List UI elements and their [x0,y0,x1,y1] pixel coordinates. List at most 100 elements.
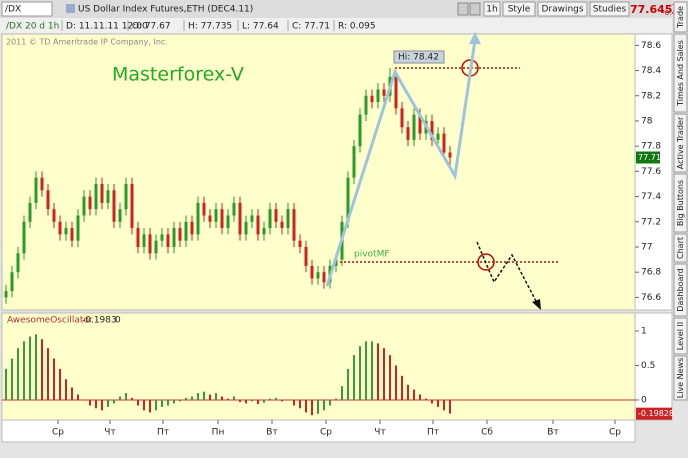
x-tick-label: Вт [266,428,277,438]
last-price-label: 77.71 [638,153,661,162]
osc-bar [17,348,19,400]
candle-body [280,221,284,229]
osc-bar [269,398,271,400]
osc-bar [125,393,127,400]
candle-body [232,202,236,216]
x-tick-label: Ср [52,428,64,438]
icon-button[interactable] [457,2,469,16]
osc-bar [413,389,415,400]
candle-body [382,89,386,96]
candle-body [106,190,110,203]
pivot-label: pivotMF [354,250,390,260]
osc-bar [371,341,373,400]
candle-body [184,221,188,241]
candle-body [100,183,104,203]
watermark: Masterforex-V [112,64,244,86]
osc-bar [41,339,43,400]
candle-body [142,234,146,247]
toolbar-button-label[interactable]: Drawings [541,5,583,15]
osc-name: AwesomeOscillator [7,316,93,326]
candle-body [112,190,116,222]
symbol-box[interactable] [1,1,53,17]
toolbar-button-label[interactable]: Style [508,5,531,15]
side-tab[interactable] [673,317,688,355]
icon[interactable] [66,4,75,13]
osc-bar [251,399,253,402]
candle-body [286,209,290,229]
side-tab[interactable] [673,113,688,173]
osc-bar [383,348,385,400]
side-tab-label[interactable]: Trade [676,6,685,29]
projection-lines [476,241,539,306]
toolbar-button-label[interactable]: Studies [593,5,627,15]
side-tab-label[interactable]: Live News [676,358,685,399]
candle-body [298,240,302,247]
y-tick-label: 76.6 [641,293,661,303]
candle-body [88,196,92,210]
osc-bar [419,394,421,400]
osc-bar [29,336,31,400]
instrument-title: US Dollar Index Futures,ETH (DEC4.11) [78,5,253,15]
icon-button[interactable] [469,2,481,16]
side-tab-label[interactable]: Chart [676,237,685,259]
side-tab-label[interactable]: Times And Sales [676,40,685,107]
candle-body [118,209,122,222]
toolbar-button-label[interactable]: 1h [486,5,497,15]
side-tab[interactable] [673,173,688,233]
side-tab[interactable] [673,355,688,401]
candle-body [430,120,434,140]
side-tab-label[interactable]: Dashboard [676,268,685,311]
osc-bar [5,368,7,400]
info-field: C: 77.71 [292,22,330,32]
price-pane [1,33,636,311]
osc-bar [149,399,151,413]
copyright: 2011 © TD Ameritrade IP Company, Inc. [6,38,168,47]
osc-bar [53,358,55,400]
osc-bar [449,399,451,414]
toolbar-button[interactable] [589,1,630,17]
hi-box [393,50,445,64]
osc-bar [305,399,307,413]
toolbar-button[interactable] [483,1,501,17]
osc-bar [167,399,169,406]
arrow-head [469,32,481,44]
y-tick-label: 1 [641,326,647,336]
osc-bar [395,365,397,400]
toolbar-button[interactable] [502,1,536,17]
osc-bar [95,399,97,409]
osc-bar [227,398,229,400]
osc-bar [131,397,133,400]
candle-body [376,89,380,103]
x-tick-label: Сб [481,428,493,438]
info-field: R: 0.095 [338,22,376,32]
osc-bar [359,346,361,400]
osc-bar [401,375,403,400]
side-tab-label[interactable]: Big Buttons [676,180,685,226]
target-circle [477,253,495,271]
toolbar-button[interactable] [537,1,588,17]
last-price: 77.645 [630,3,672,16]
candle-body [418,114,422,134]
side-tab-label[interactable]: Active Trader [676,116,685,169]
side-tab-label[interactable]: Level II [676,322,685,350]
y-tick-label: 77.4 [641,192,661,202]
side-tab[interactable] [673,1,688,33]
candle-body [352,146,356,178]
oscillator-axis [634,312,673,421]
candle-body [220,209,224,229]
osc-bar [389,355,391,400]
osc-bar [437,399,439,407]
side-tab[interactable] [673,33,688,113]
side-tab[interactable] [673,263,688,317]
candle-body [292,209,296,241]
symbol[interactable]: /DX [5,5,21,15]
osc-bar [203,391,205,400]
candle-body [178,228,182,241]
candle-body [166,234,170,247]
osc-bar [311,399,313,416]
osc-bar [101,399,103,411]
osc-bar [65,379,67,400]
osc-bar [71,387,73,400]
side-tab[interactable] [673,233,688,263]
